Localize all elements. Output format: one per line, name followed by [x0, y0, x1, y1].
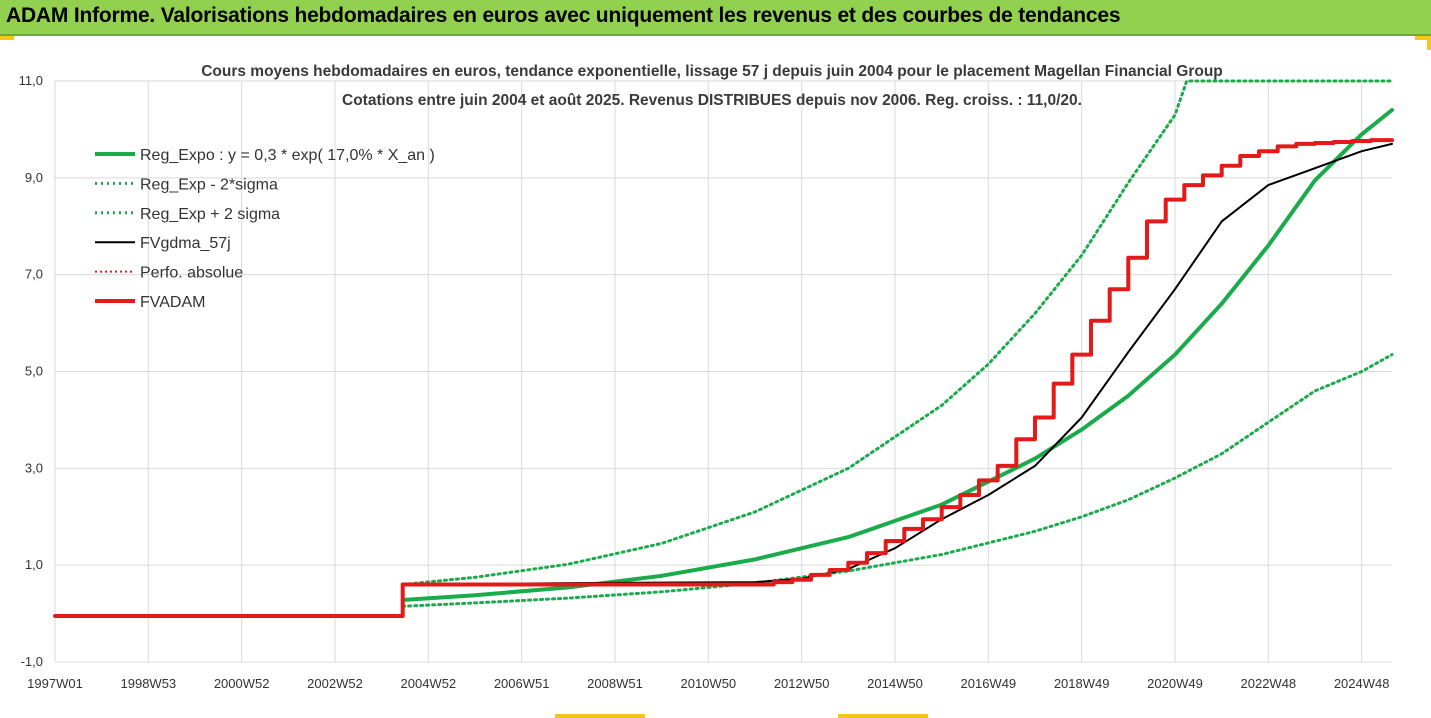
y-tick-label: 7,0: [25, 267, 43, 282]
corner-mark-bottom-right: [838, 714, 928, 718]
x-tick-label: 2014W50: [867, 676, 923, 691]
chart: -1,0 1,0 3,0 5,0 7,0 9,0 11,0 1997W01 1998W53 200…: [19, 63, 1394, 691]
chart-title-line2: Cotations entre juin 2004 et août 2025. …: [342, 92, 1082, 109]
corner-mark-right: [1415, 36, 1431, 40]
legend-label: Perfo. absolue: [140, 265, 243, 282]
y-tick-label: 11,0: [19, 73, 43, 88]
x-tick-label: 1998W53: [121, 676, 177, 691]
x-tick-label: 2002W52: [307, 676, 363, 691]
legend-label: Reg_Exp - 2*sigma: [140, 176, 278, 193]
series-line-dotted-green: [401, 79, 1394, 586]
y-tick-label: -1,0: [21, 654, 43, 669]
x-tick-label: 2024W48: [1334, 676, 1390, 691]
legend-label: FVADAM: [140, 294, 205, 311]
series-line-dotted-green: [401, 353, 1394, 608]
legend-label: FVgdma_57j: [140, 235, 231, 252]
x-tick-label: 2000W52: [214, 676, 270, 691]
x-tick-label: 2012W50: [774, 676, 830, 691]
y-tick-label: 1,0: [25, 557, 43, 572]
x-tick-label: 2004W52: [401, 676, 457, 691]
grid: [54, 80, 1392, 663]
legend: Reg_Expo : y = 0,3 * exp( 17,0% * X_an )…: [95, 147, 435, 311]
corner-mark-bottom-left: [555, 714, 645, 718]
x-tick-label: 2022W48: [1241, 676, 1297, 691]
x-tick-label: 1997W01: [27, 676, 83, 691]
x-tick-label: 2020W49: [1147, 676, 1203, 691]
x-tick-label: 2008W51: [587, 676, 643, 691]
legend-label: Reg_Expo : y = 0,3 * exp( 17,0% * X_an ): [140, 147, 435, 164]
x-tick-label: 2006W51: [494, 676, 550, 691]
y-tick-label: 5,0: [25, 364, 43, 379]
x-tick-label: 2010W50: [681, 676, 737, 691]
page-title: ADAM Informe. Valorisations hebdomadaire…: [6, 4, 1121, 27]
tick-labels: -1,0 1,0 3,0 5,0 7,0 9,0 11,0 1997W01 1998W53 200…: [19, 73, 1390, 691]
series-line-solid-red-step: [53, 138, 1394, 618]
series-group: [53, 79, 1394, 618]
x-tick-label: 2016W49: [961, 676, 1017, 691]
legend-label: Reg_Exp + 2 sigma: [140, 206, 280, 223]
x-tick-label: 2018W49: [1054, 676, 1110, 691]
corner-mark-right-side: [1427, 36, 1431, 50]
y-tick-label: 9,0: [25, 170, 43, 185]
y-tick-label: 3,0: [25, 460, 43, 475]
header-banner: ADAM Informe. Valorisations hebdomadaire…: [0, 0, 1431, 36]
series-line-solid-green: [400, 108, 1394, 602]
chart-title-line1: Cours moyens hebdomadaires en euros, ten…: [201, 63, 1223, 80]
corner-mark-left: [0, 36, 14, 40]
